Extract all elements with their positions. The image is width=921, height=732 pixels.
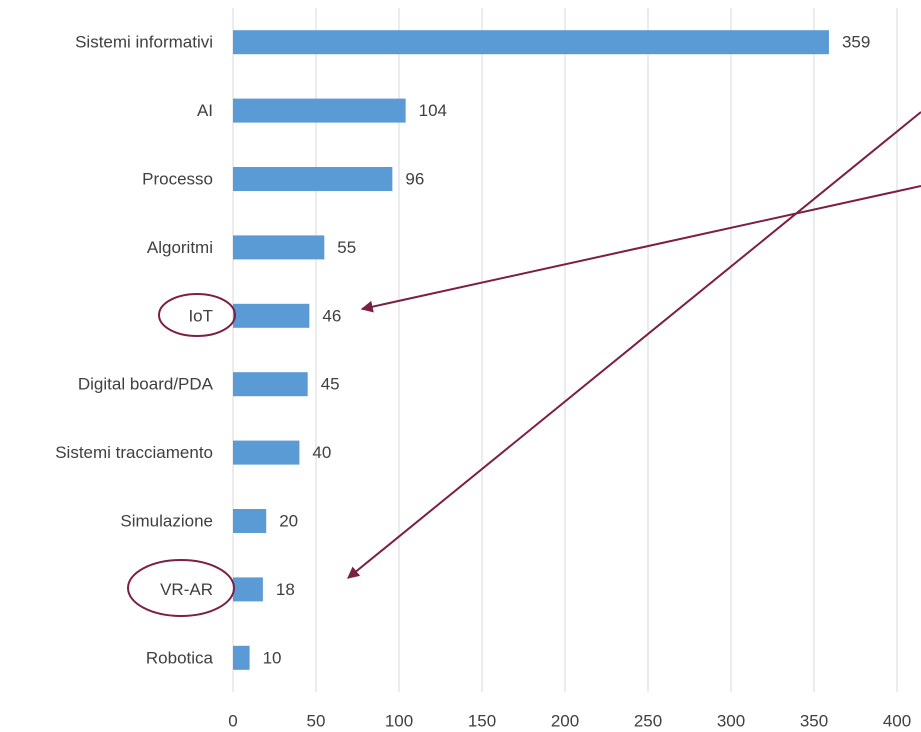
bar — [233, 645, 250, 670]
highlight-ellipse — [158, 293, 236, 337]
bar — [233, 303, 310, 328]
plot-area: 0 50 100 150 200 250 300 350 400 Sistemi informat… — [55, 8, 911, 730]
data-label: 104 — [419, 101, 447, 120]
data-label: 45 — [321, 375, 340, 394]
y-tick-label: Sistemi informativi — [75, 33, 213, 52]
highlight-ellipse — [127, 559, 235, 617]
data-label: 40 — [312, 443, 331, 462]
arrow — [347, 111, 921, 579]
data-label: 46 — [322, 306, 341, 325]
bar — [233, 98, 406, 123]
x-tick-label: 400 — [883, 711, 911, 730]
bar — [233, 30, 829, 55]
y-tick-label: Sistemi tracciamento — [55, 443, 213, 462]
data-label: 55 — [337, 238, 356, 257]
bar — [233, 235, 325, 260]
x-tick-label: 0 — [228, 711, 237, 730]
x-tick-label: 50 — [307, 711, 326, 730]
y-tick-label: Robotica — [146, 648, 214, 667]
bar — [233, 372, 308, 397]
arrow — [360, 185, 921, 313]
data-label: 20 — [279, 511, 298, 530]
x-tick-label: 350 — [800, 711, 828, 730]
data-label: 96 — [405, 169, 424, 188]
bar — [233, 509, 267, 533]
x-tick-label: 200 — [551, 711, 579, 730]
bar — [233, 167, 393, 191]
y-tick-label: Simulazione — [120, 511, 213, 530]
y-tick-label: IoT — [188, 306, 213, 325]
data-label: 18 — [276, 580, 295, 599]
x-tick-label: 250 — [634, 711, 662, 730]
annotations — [127, 111, 921, 617]
x-tick-label: 300 — [717, 711, 745, 730]
x-tick-label: 150 — [468, 711, 496, 730]
data-label: 359 — [842, 33, 870, 52]
y-tick-label: VR-AR — [160, 580, 213, 599]
y-tick-label: Processo — [142, 169, 213, 188]
bar — [233, 577, 263, 602]
data-label: 10 — [263, 648, 282, 667]
y-tick-label: AI — [197, 101, 213, 120]
bar — [233, 440, 300, 465]
y-tick-label: Digital board/PDA — [78, 375, 214, 394]
x-tick-label: 100 — [385, 711, 413, 730]
y-tick-label: Algoritmi — [147, 238, 213, 257]
